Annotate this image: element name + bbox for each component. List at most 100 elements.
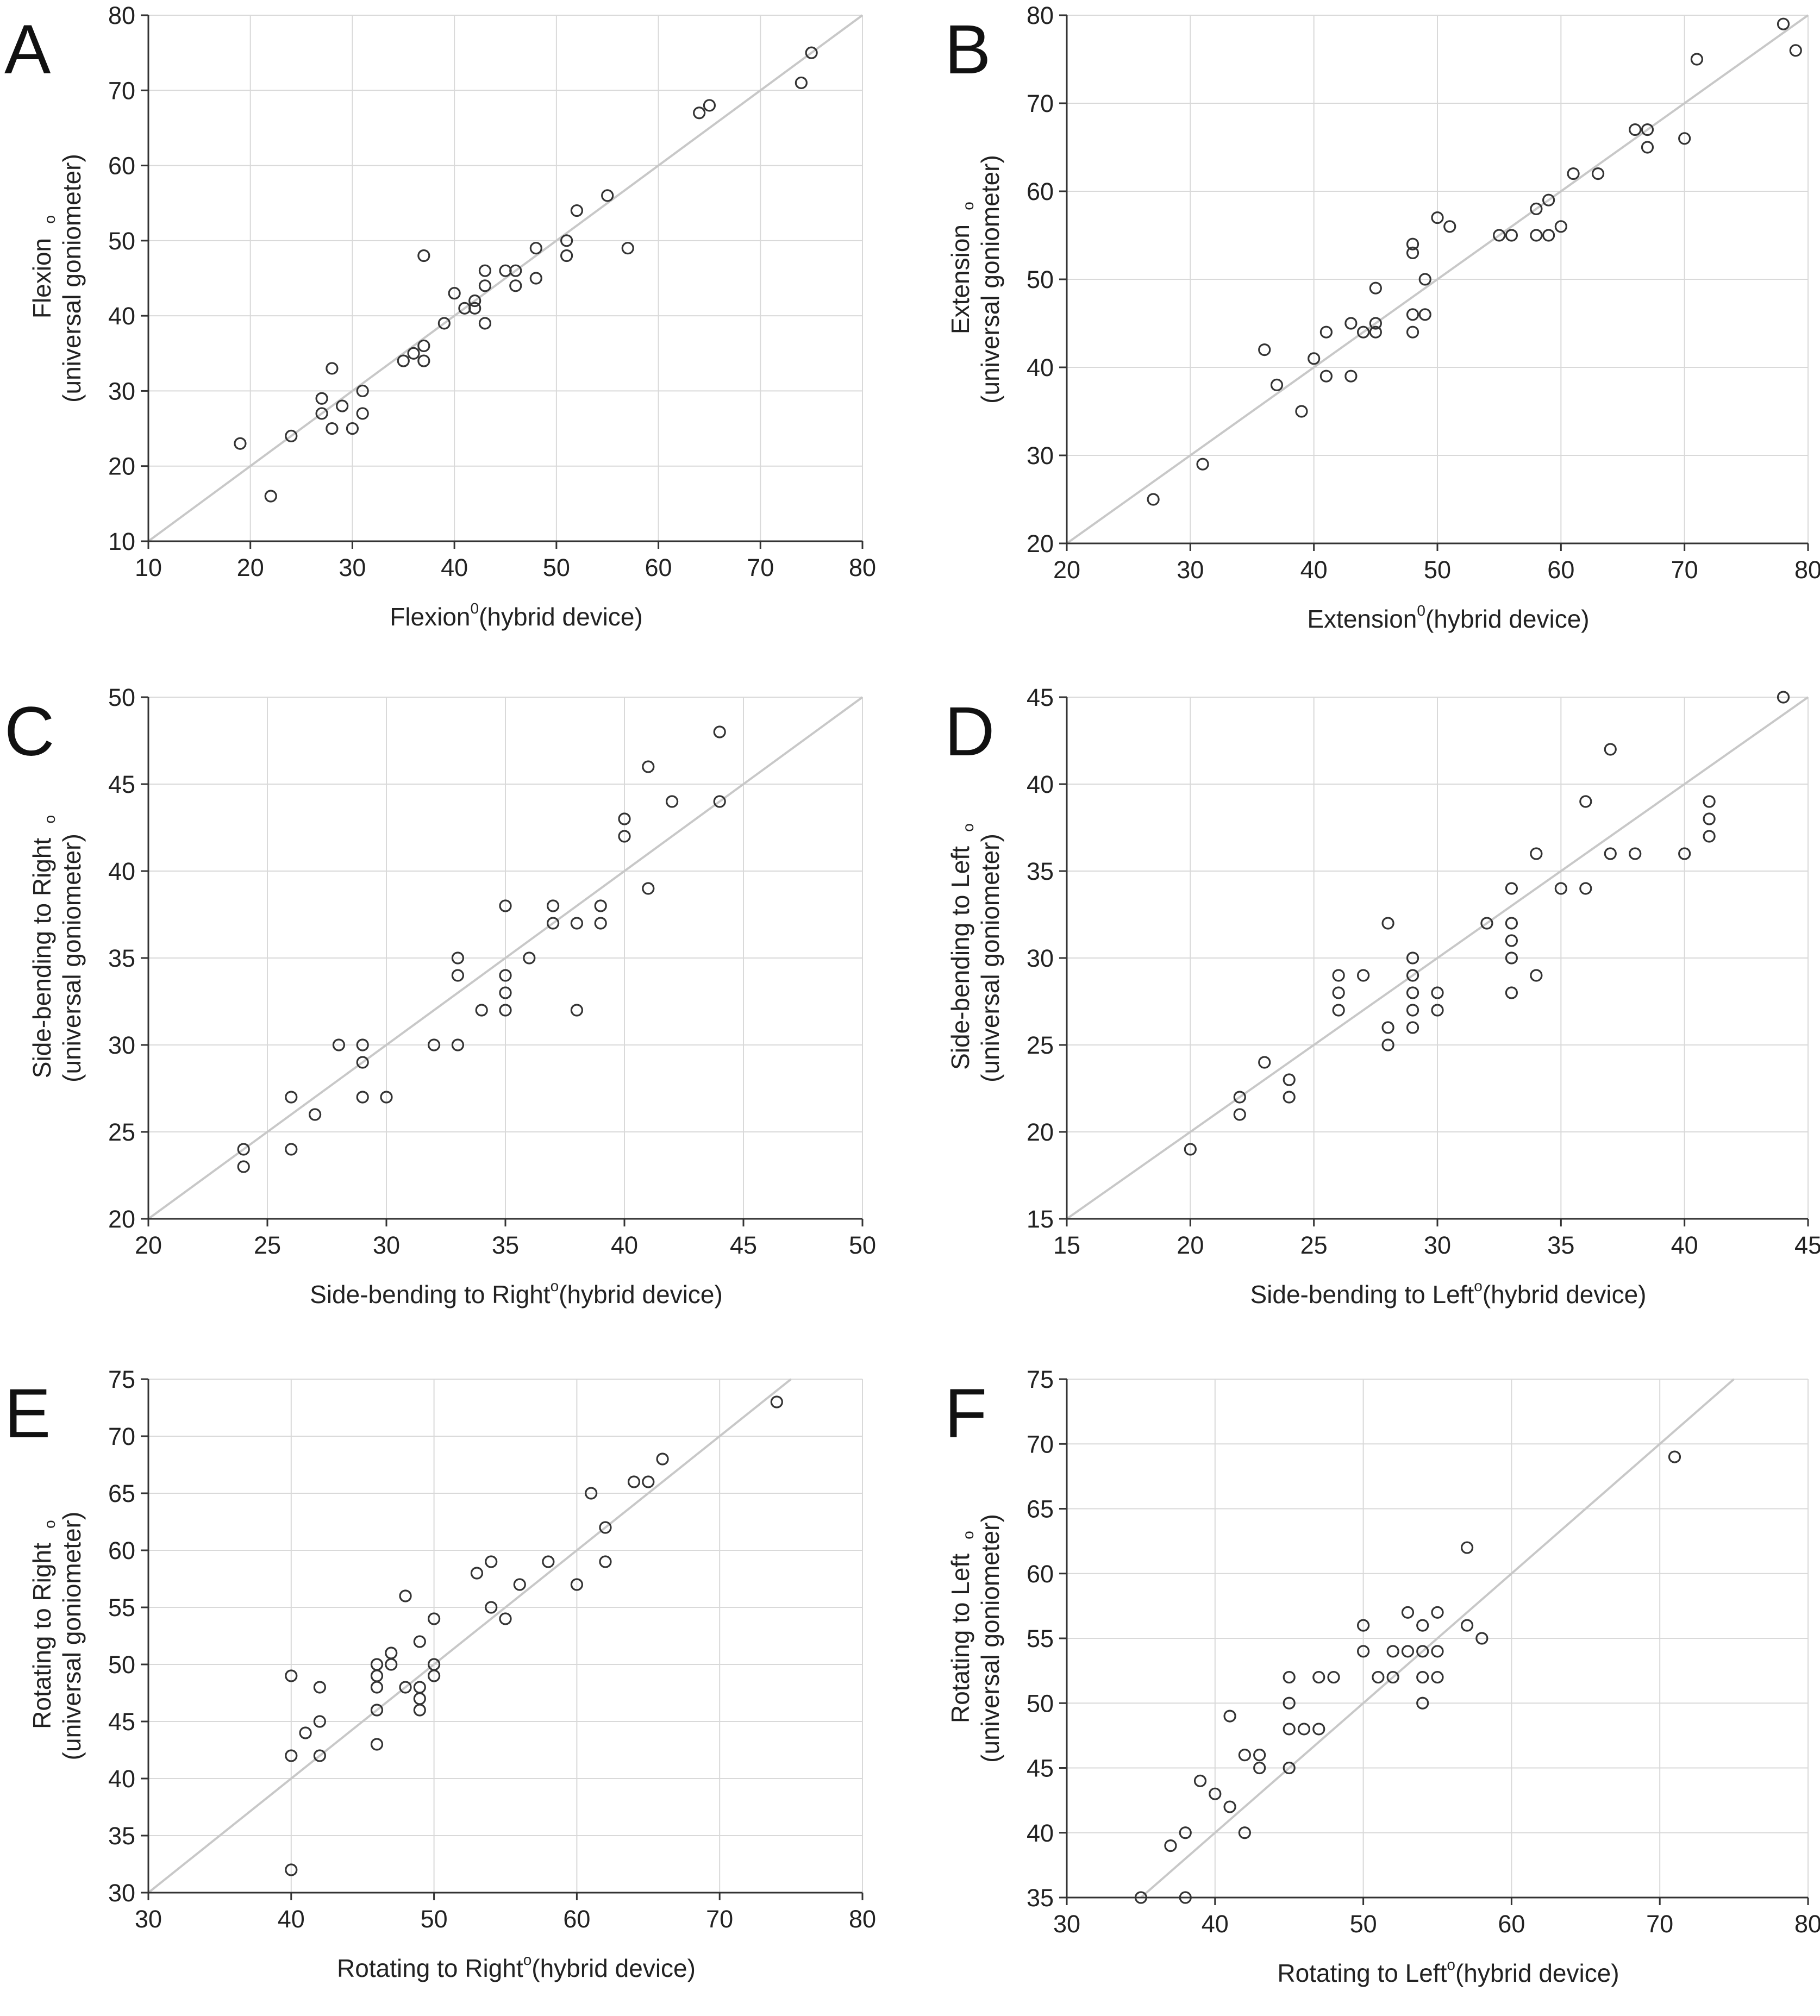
y-tick-label: 50 bbox=[1027, 266, 1054, 293]
y-axis-label-line2: (universal goniometer) bbox=[976, 155, 1004, 404]
x-tick-label: 40 bbox=[278, 1905, 305, 1933]
data-point bbox=[1372, 1670, 1385, 1684]
y-tick-label: 35 bbox=[108, 1822, 135, 1850]
data-point bbox=[326, 362, 339, 375]
data-point bbox=[478, 264, 492, 277]
data-point bbox=[1554, 220, 1567, 233]
y-tick-label: 15 bbox=[1027, 1205, 1054, 1233]
data-point bbox=[1431, 1670, 1444, 1684]
data-point bbox=[1641, 141, 1654, 154]
y-axis-label-line1: Rotating to Left bbox=[946, 1554, 974, 1723]
data-point bbox=[713, 725, 726, 738]
data-point bbox=[1460, 1619, 1474, 1632]
panel-a: A 10 20 30 40 50 60 70 80 10 20 30 40 50 60 70 80 Flexion… bbox=[4, 2, 876, 631]
data-point bbox=[1480, 917, 1493, 930]
data-point bbox=[1179, 1826, 1192, 1839]
x-tick-label: 60 bbox=[645, 554, 672, 581]
data-point bbox=[437, 317, 451, 330]
data-point bbox=[1505, 934, 1518, 947]
y-tick-label: 60 bbox=[1027, 178, 1054, 205]
panel-letter: D bbox=[945, 693, 995, 771]
data-point bbox=[1431, 1645, 1444, 1658]
data-point bbox=[1530, 229, 1543, 242]
panel-letter: F bbox=[945, 1375, 987, 1452]
x-axis-label: Rotating to Lefto(hybrid device) bbox=[1277, 1956, 1619, 1987]
data-point bbox=[1332, 1004, 1345, 1017]
data-point bbox=[308, 1108, 322, 1121]
data-point bbox=[1134, 1891, 1147, 1904]
data-point bbox=[1369, 317, 1382, 330]
data-point bbox=[1381, 1038, 1394, 1051]
data-point bbox=[399, 1681, 412, 1694]
panel-d: D 15 20 25 30 35 40 45 15 20 25 30 35 40 45 Side-bendin… bbox=[945, 684, 1820, 1308]
data-point bbox=[413, 1635, 426, 1648]
data-point bbox=[693, 107, 706, 120]
y-tick-label: 20 bbox=[108, 1205, 135, 1233]
data-point bbox=[285, 1749, 298, 1762]
data-point bbox=[1233, 1091, 1246, 1104]
x-axis-label-text: Extension bbox=[1307, 605, 1417, 633]
data-point bbox=[642, 1475, 655, 1488]
y-axis-label-line1: Side-bending to Left bbox=[946, 846, 974, 1070]
data-point bbox=[299, 1726, 312, 1739]
data-point bbox=[1789, 44, 1802, 57]
x-axis-label-unit: (hybrid device) bbox=[559, 1280, 723, 1308]
data-point bbox=[570, 1004, 584, 1017]
panel-letter: A bbox=[4, 11, 51, 89]
data-point bbox=[1283, 1670, 1296, 1684]
data-point bbox=[1703, 812, 1716, 825]
data-point bbox=[1283, 1073, 1296, 1086]
y-tick-label: 80 bbox=[1027, 2, 1054, 29]
data-point bbox=[1312, 1723, 1325, 1736]
data-point bbox=[370, 1681, 384, 1694]
y-tick-label: 55 bbox=[108, 1594, 135, 1621]
data-point bbox=[1418, 273, 1431, 286]
data-point bbox=[313, 1681, 326, 1694]
data-point bbox=[618, 830, 631, 843]
panel-letter: C bbox=[4, 693, 54, 771]
data-point bbox=[1431, 986, 1444, 999]
data-point bbox=[313, 1749, 326, 1762]
data-point bbox=[1431, 1606, 1444, 1619]
data-point bbox=[529, 272, 542, 285]
y-tick-label: 40 bbox=[108, 302, 135, 330]
y-tick-label: 45 bbox=[1027, 1755, 1054, 1782]
data-point bbox=[1406, 1021, 1419, 1034]
data-point bbox=[1312, 1670, 1325, 1684]
data-point bbox=[642, 882, 655, 895]
data-point bbox=[475, 1004, 488, 1017]
y-tick-label: 30 bbox=[108, 1031, 135, 1059]
x-tick-label: 15 bbox=[1053, 1231, 1080, 1259]
data-point bbox=[499, 1004, 512, 1017]
data-point bbox=[1344, 317, 1358, 330]
data-point bbox=[451, 1038, 465, 1051]
data-point bbox=[499, 1612, 512, 1625]
x-tick-label: 50 bbox=[1424, 556, 1451, 584]
y-tick-label: 70 bbox=[1027, 90, 1054, 117]
data-point bbox=[1460, 1541, 1474, 1554]
data-point bbox=[1690, 53, 1703, 66]
data-point bbox=[621, 242, 634, 255]
identity-line bbox=[1066, 14, 1809, 544]
data-point bbox=[1381, 1021, 1394, 1034]
y-axis-label-line2: (universal goniometer) bbox=[976, 834, 1004, 1082]
data-point bbox=[523, 951, 536, 965]
data-point bbox=[1542, 193, 1555, 206]
y-tick-label: 60 bbox=[108, 1537, 135, 1564]
data-point bbox=[1678, 132, 1691, 145]
data-point bbox=[413, 1692, 426, 1705]
x-tick-label: 50 bbox=[1350, 1910, 1377, 1938]
y-axis-label-degree: o bbox=[960, 1531, 977, 1539]
data-point bbox=[1386, 1645, 1399, 1658]
data-point bbox=[570, 1578, 584, 1591]
data-point bbox=[1238, 1826, 1251, 1839]
x-tick-label: 45 bbox=[730, 1231, 757, 1259]
y-axis-label-line1: Rotating to Right bbox=[28, 1543, 56, 1729]
data-point bbox=[1530, 847, 1543, 860]
data-point bbox=[656, 1452, 669, 1466]
x-tick-label: 70 bbox=[747, 554, 774, 581]
x-tick-label: 40 bbox=[1202, 1910, 1229, 1938]
x-tick-label: 20 bbox=[237, 554, 264, 581]
data-point bbox=[585, 1487, 598, 1500]
y-tick-label: 75 bbox=[108, 1366, 135, 1393]
